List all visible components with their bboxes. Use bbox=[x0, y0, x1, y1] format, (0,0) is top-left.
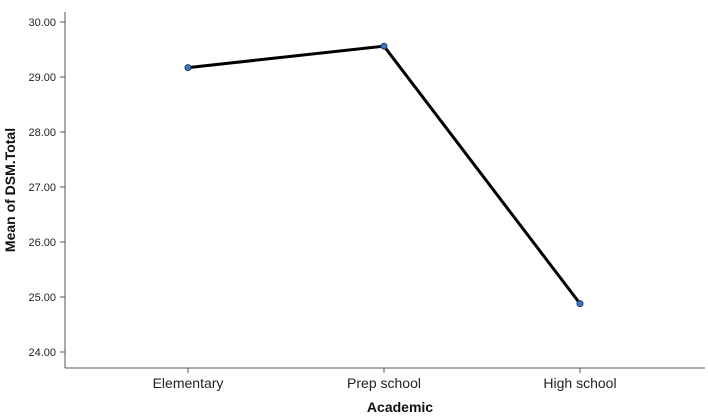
x-axis-ticks: Elementary Prep school High school bbox=[153, 368, 617, 391]
x-tick-label: Elementary bbox=[153, 375, 224, 391]
y-tick-label: 24.00 bbox=[28, 347, 56, 359]
y-tick-label: 25.00 bbox=[28, 292, 56, 304]
series-line bbox=[187, 44, 582, 305]
data-point-prep-school bbox=[380, 42, 388, 50]
x-tick-label: Prep school bbox=[347, 375, 421, 391]
x-axis-title: Academic bbox=[367, 399, 433, 415]
series-group bbox=[184, 42, 584, 308]
data-point-elementary bbox=[184, 64, 192, 72]
y-tick-label: 26.00 bbox=[28, 237, 56, 249]
y-axis-title: Mean of DSM.Total bbox=[2, 128, 18, 252]
data-point-high-school bbox=[576, 300, 584, 308]
y-axis-ticks: 24.00 25.00 26.00 27.00 28.00 29.00 30.00 bbox=[28, 17, 65, 359]
y-tick-label: 29.00 bbox=[28, 72, 56, 84]
x-tick-label: High school bbox=[543, 375, 616, 391]
y-tick-label: 27.00 bbox=[28, 182, 56, 194]
y-tick-label: 30.00 bbox=[28, 17, 56, 29]
y-tick-label: 28.00 bbox=[28, 127, 56, 139]
